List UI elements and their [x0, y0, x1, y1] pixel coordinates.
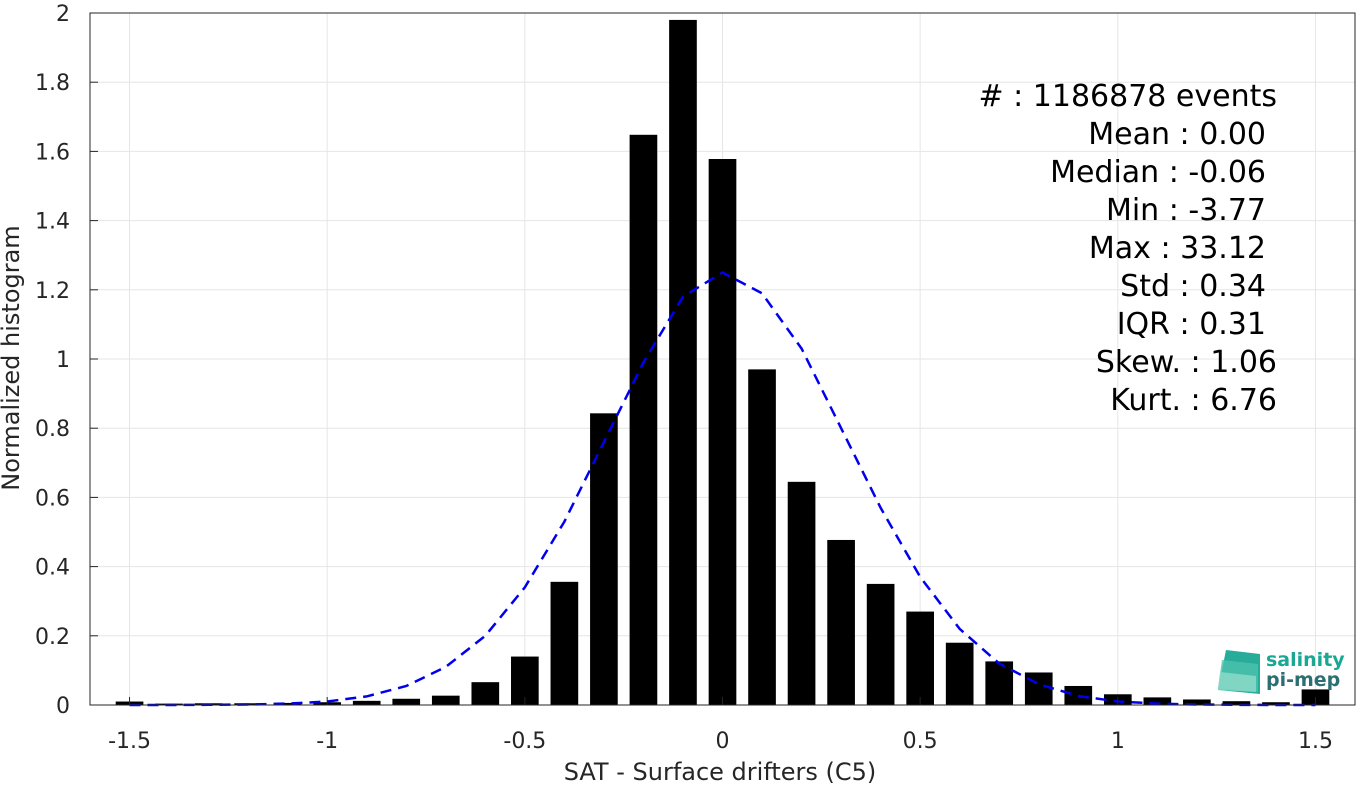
histogram-bar	[550, 581, 579, 705]
x-axis-label: SAT - Surface drifters (C5)	[564, 758, 877, 785]
histogram-bar	[906, 611, 934, 705]
stat-skew: Skew. : 1.06	[1096, 345, 1277, 380]
stat-mean: Mean : 0.00	[1088, 117, 1266, 152]
x-tick-label: 0	[716, 729, 730, 754]
y-tick-label: 0	[56, 694, 70, 719]
stat-max: Max : 33.12	[1089, 231, 1266, 266]
logo-line-1: salinity	[1266, 649, 1345, 671]
histogram-bar	[511, 656, 539, 705]
stat-median: Median : -0.06	[1050, 155, 1266, 190]
y-tick-label: 1.2	[35, 279, 70, 304]
stat-events: # : 1186878 events	[978, 79, 1277, 114]
histogram-bar	[945, 642, 974, 705]
histogram-bar	[708, 159, 737, 706]
histogram-bar	[669, 19, 697, 706]
y-tick-label: 0.8	[35, 417, 70, 442]
histogram-bar	[1222, 701, 1251, 705]
y-axis-ticks: 0 0.2 0.4 0.6 0.8 1 1.2 1.4 1.6 1.8 2	[35, 2, 98, 719]
histogram-bar	[827, 539, 855, 705]
y-tick-label: 1.4	[35, 210, 70, 235]
histogram-bar	[629, 134, 658, 706]
histogram-bar	[273, 702, 302, 705]
histogram-bar	[1262, 702, 1290, 705]
y-tick-label: 1	[56, 348, 70, 373]
y-tick-label: 0.6	[35, 486, 70, 511]
x-tick-label: -1.5	[108, 729, 151, 754]
x-tick-label: -1	[316, 729, 338, 754]
y-tick-label: 2	[56, 2, 70, 27]
y-tick-label: 1.8	[35, 71, 70, 96]
logo-line-2: pi-mep	[1266, 669, 1340, 691]
salinity-pi-mep-logo: salinity pi-mep	[1218, 649, 1345, 694]
histogram-bar	[1024, 672, 1053, 705]
statistics-box: # : 1186878 events Mean : 0.00 Median : …	[978, 79, 1277, 418]
histogram-bar	[1143, 697, 1172, 705]
histogram-bar	[352, 700, 381, 705]
histogram-bar	[471, 682, 500, 705]
wave-logo-icon	[1218, 650, 1260, 694]
stat-kurt: Kurt. : 6.76	[1110, 383, 1277, 418]
y-tick-label: 0.4	[35, 556, 70, 581]
x-axis-ticks: -1.5 -1 -0.5 0 0.5 1 1.5	[108, 697, 1333, 754]
y-axis-label: Normalized histogram	[0, 225, 25, 490]
x-tick-label: 1	[1111, 729, 1125, 754]
y-tick-label: 1.6	[35, 140, 70, 165]
x-tick-label: 1.5	[1298, 729, 1333, 754]
histogram-bar	[1183, 699, 1211, 705]
x-tick-label: -0.5	[503, 729, 546, 754]
x-tick-label: 0.5	[903, 729, 938, 754]
stat-iqr: IQR : 0.31	[1117, 307, 1266, 342]
stat-min: Min : -3.77	[1106, 193, 1266, 228]
histogram-bar	[787, 481, 816, 705]
histogram-bar	[392, 698, 421, 705]
histogram-bar	[985, 661, 1014, 705]
stat-std: Std : 0.34	[1120, 269, 1266, 304]
histogram-bar	[748, 369, 776, 705]
histogram-bar	[866, 583, 895, 705]
histogram-bar	[590, 413, 618, 705]
y-tick-label: 0.2	[35, 625, 70, 650]
histogram-bar	[431, 695, 460, 705]
